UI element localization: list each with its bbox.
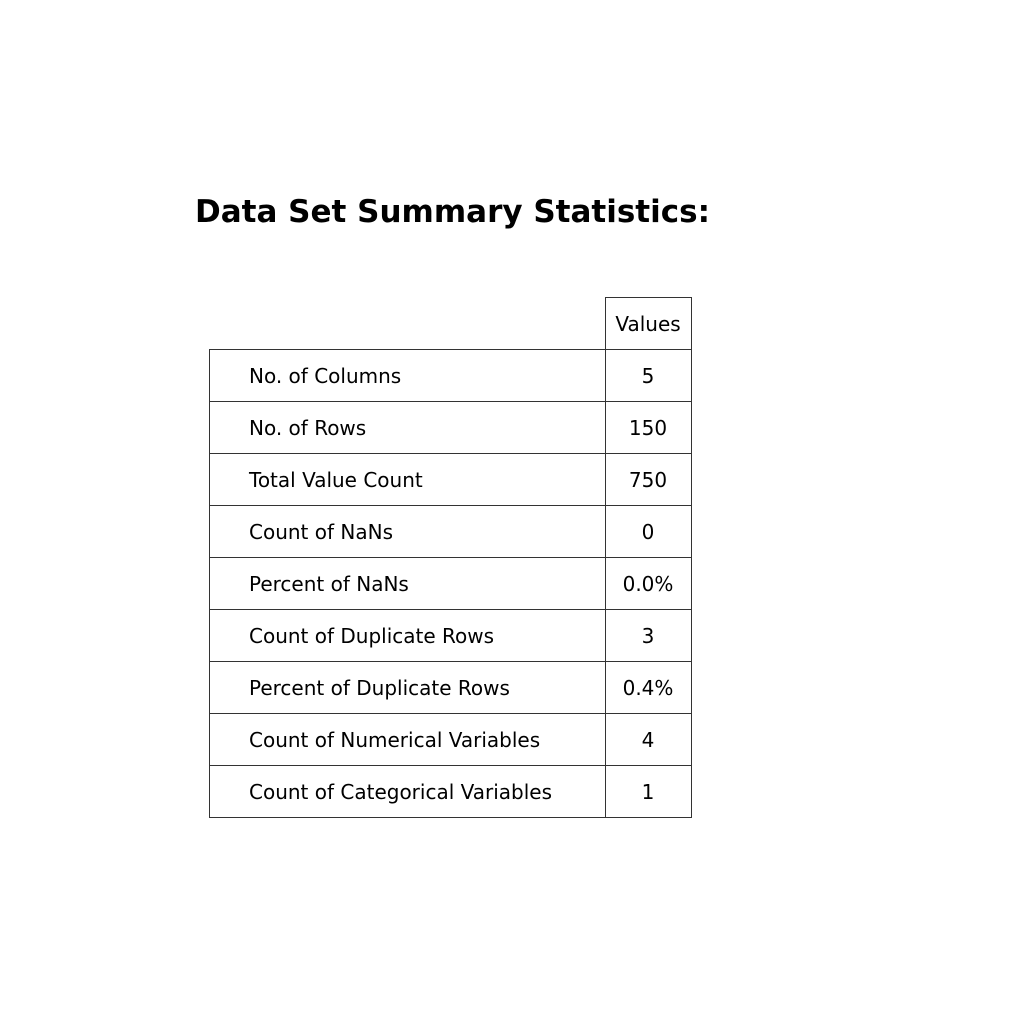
table-row: Percent of NaNs 0.0% [209,557,692,610]
row-label: Count of Numerical Variables [209,713,606,766]
table-row: Count of Numerical Variables 4 [209,713,692,766]
row-label: Percent of Duplicate Rows [209,661,606,714]
row-value: 0.4% [604,661,692,714]
row-label: Total Value Count [209,453,606,506]
summary-table: Values No. of Columns 5 No. of Rows 150 … [209,297,692,818]
table-row: No. of Columns 5 [209,349,692,402]
table-row: Count of NaNs 0 [209,505,692,558]
header-corner-cell [209,297,606,350]
row-value: 750 [604,453,692,506]
table-row: Count of Duplicate Rows 3 [209,609,692,662]
row-value: 3 [604,609,692,662]
chart-title: Data Set Summary Statistics: [195,194,710,230]
table-row: Percent of Duplicate Rows 0.4% [209,661,692,714]
row-value: 4 [604,713,692,766]
table-row: No. of Rows 150 [209,401,692,454]
row-value: 5 [604,349,692,402]
row-value: 1 [604,765,692,818]
row-label: Percent of NaNs [209,557,606,610]
row-label: No. of Rows [209,401,606,454]
row-label: No. of Columns [209,349,606,402]
table-row: Count of Categorical Variables 1 [209,765,692,818]
row-label: Count of Duplicate Rows [209,609,606,662]
table-header-row: Values [209,297,692,350]
row-label: Count of Categorical Variables [209,765,606,818]
table-row: Total Value Count 750 [209,453,692,506]
row-label: Count of NaNs [209,505,606,558]
values-column-header: Values [604,297,692,350]
row-value: 0.0% [604,557,692,610]
row-value: 150 [604,401,692,454]
row-value: 0 [604,505,692,558]
